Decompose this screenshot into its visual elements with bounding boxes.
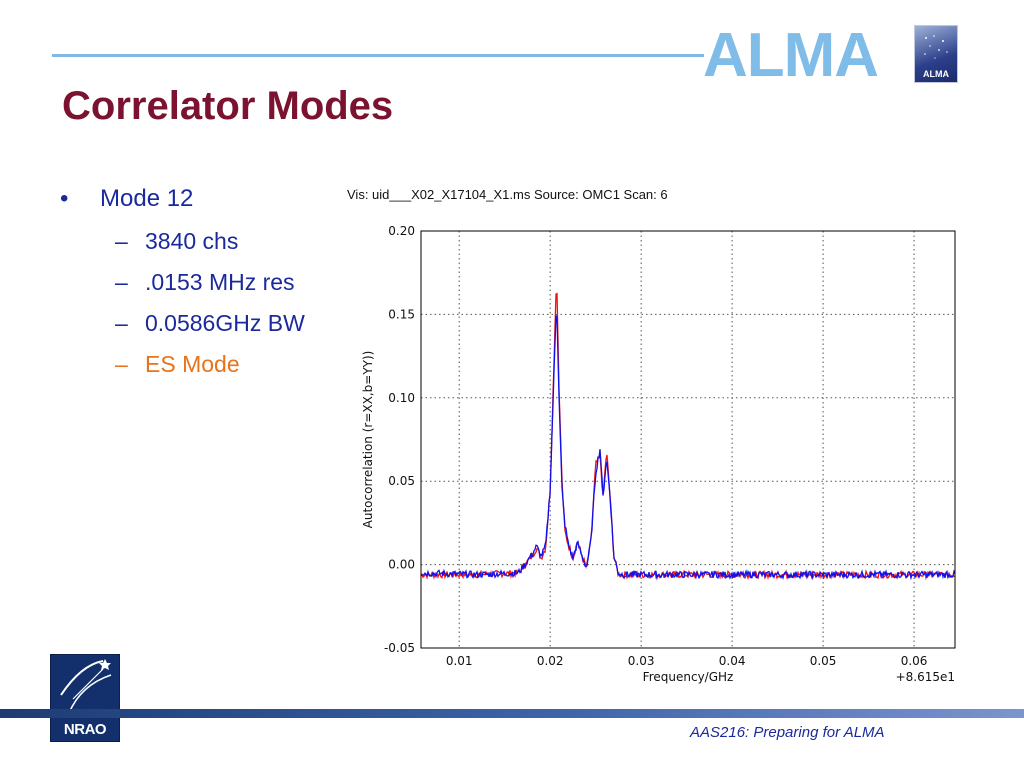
header-rule: [52, 54, 704, 57]
sub-bullet: – .0153 MHz res: [115, 269, 415, 301]
alma-logo: ALMA: [914, 25, 958, 83]
alma-wordmark: ALMA: [703, 21, 879, 90]
x-tick-label: 0.03: [628, 654, 655, 668]
y-tick-label: 0.00: [388, 558, 415, 572]
sub-bullet-label: .0153 MHz res: [145, 269, 295, 295]
dash-icon: –: [115, 310, 128, 336]
x-tick-label: 0.04: [719, 654, 746, 668]
y-tick-label: -0.05: [384, 641, 415, 655]
bullet-mode-label: Mode 12: [100, 185, 194, 212]
dash-icon: –: [115, 351, 128, 377]
footer-event-text: AAS216: Preparing for ALMA: [690, 724, 885, 741]
sub-bullet: – 3840 chs: [115, 228, 415, 260]
autocorrelation-chart: -0.05 0.00 0.05 0.10 0.15 0.20 0.01 0.02 0.03 0.0…: [361, 224, 956, 684]
sub-bullet-highlight: – ES Mode: [115, 351, 415, 383]
x-tick-label: 0.05: [810, 654, 837, 668]
dash-icon: –: [115, 269, 128, 295]
sub-bullet-label: ES Mode: [145, 351, 240, 377]
plot-frame: [420, 230, 956, 649]
series-line-0: [420, 292, 955, 581]
x-offset-label: +8.615e1: [896, 670, 955, 684]
x-axis-label: Frequency/GHz: [643, 670, 734, 684]
y-tick-label: 0.05: [388, 474, 415, 488]
x-tick-label: 0.02: [537, 654, 564, 668]
alma-badge-label: ALMA: [923, 69, 949, 79]
y-tick-label: 0.20: [388, 224, 415, 238]
x-tick-label: 0.01: [446, 654, 473, 668]
series-line-1: [420, 315, 956, 581]
nrao-logo: NRAO: [50, 654, 120, 742]
sub-bullet-label: 0.0586GHz BW: [145, 310, 305, 336]
nrao-label: NRAO: [63, 721, 107, 738]
plot-title: Vis: uid___X02_X17104_X1.ms Source: OMC1…: [347, 187, 668, 202]
footer-bar: [0, 709, 1024, 718]
radio-dish-icon: [60, 659, 112, 714]
y-axis-label: Autocorrelation (r=XX,b=YY)): [361, 351, 375, 529]
y-tick-label: 0.10: [388, 391, 415, 405]
sub-bullet-label: 3840 chs: [145, 228, 239, 254]
page-title: Correlator Modes: [62, 84, 394, 128]
bullet-dot-icon: •: [60, 185, 69, 212]
x-tick-label: 0.06: [901, 654, 928, 668]
bullet-mode: • Mode 12: [60, 185, 380, 219]
y-tick-label: 0.15: [388, 307, 415, 321]
dash-icon: –: [115, 228, 128, 254]
star-field-icon: [924, 35, 948, 59]
sub-bullet: – 0.0586GHz BW: [115, 310, 415, 342]
